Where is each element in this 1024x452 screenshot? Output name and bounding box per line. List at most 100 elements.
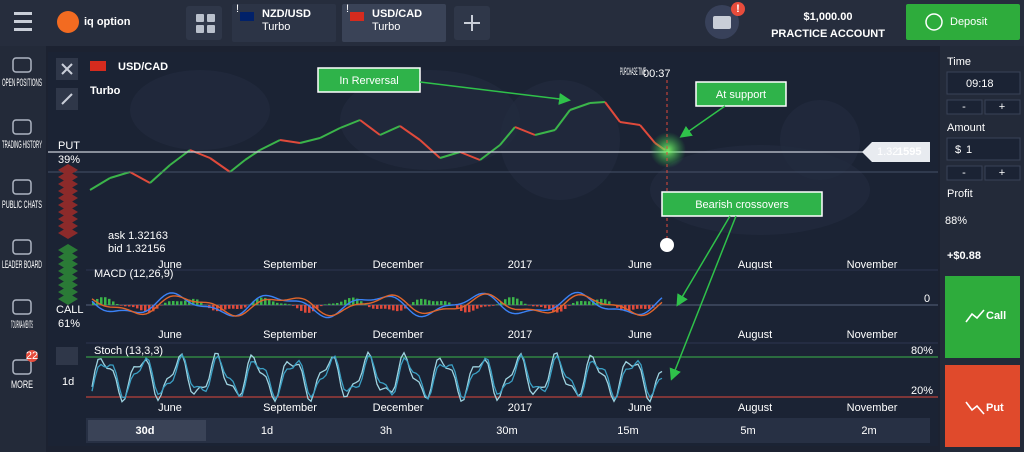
call-label[interactable]: Call	[986, 310, 1006, 322]
balance[interactable]: $1,000.00	[804, 11, 853, 23]
macd-histogram	[232, 305, 235, 309]
menu-icon[interactable]	[14, 28, 32, 31]
minus-button[interactable]	[946, 99, 983, 115]
macd-histogram	[252, 301, 255, 305]
timeframe[interactable]: 15m	[617, 425, 638, 437]
timeframe[interactable]: 1d	[261, 425, 273, 437]
menu-icon[interactable]	[14, 12, 32, 15]
minus-button[interactable]	[946, 165, 983, 181]
macd-histogram	[228, 305, 231, 309]
more-badge-count: 22	[26, 350, 38, 362]
sidebar-item[interactable]: TRADING HISTORY	[2, 139, 42, 151]
side-period[interactable]: 1d	[62, 376, 74, 388]
sidebar-icon[interactable]	[12, 239, 32, 255]
sidebar-icon[interactable]	[12, 299, 32, 315]
price-segment	[229, 159, 246, 173]
x-axis-label: November	[847, 402, 898, 414]
put-label[interactable]: Put	[986, 402, 1004, 414]
macd-histogram	[448, 302, 451, 305]
macd-histogram	[444, 301, 447, 305]
menu-icon[interactable]	[14, 20, 32, 23]
x-axis-label: August	[738, 259, 772, 271]
x-axis-label: August	[738, 402, 772, 414]
asset-tab[interactable]	[232, 4, 336, 42]
tab-kind: Turbo	[372, 21, 400, 33]
macd-histogram	[276, 302, 279, 305]
timeframe[interactable]: 3h	[380, 425, 392, 437]
map-shape	[500, 80, 620, 200]
plus-button[interactable]	[984, 165, 1021, 181]
annotation-arrow	[419, 81, 571, 105]
call-button[interactable]	[945, 276, 1020, 358]
macd-histogram	[240, 305, 243, 309]
macd-histogram	[104, 297, 107, 305]
macd-histogram	[600, 298, 603, 305]
sidebar-icon[interactable]	[12, 359, 32, 375]
macd-histogram	[608, 301, 611, 305]
sidebar-icon[interactable]	[12, 179, 32, 195]
macd-histogram	[428, 300, 431, 305]
sidebar-item[interactable]: TOURNA-MENTS	[11, 319, 33, 331]
plus-button[interactable]	[984, 99, 1021, 115]
price-segment	[589, 101, 606, 104]
sidebar-item[interactable]: LEADER BOARD	[2, 259, 42, 271]
macd-histogram	[424, 299, 427, 305]
macd-histogram	[432, 301, 435, 305]
deposit-label[interactable]: Deposit	[950, 16, 987, 28]
signal-line	[91, 293, 663, 317]
macd-histogram	[628, 305, 631, 311]
sidebar-icon[interactable]	[12, 57, 32, 73]
macd-histogram	[396, 305, 399, 312]
timeframe[interactable]: 30d	[136, 425, 155, 437]
annotation-box	[661, 191, 823, 217]
sidebar-item[interactable]: PUBLIC CHATS	[2, 199, 42, 211]
price-segment	[534, 129, 556, 136]
sidebar-icon[interactable]	[12, 119, 32, 135]
chart-pair[interactable]: USD/CAD	[118, 61, 168, 73]
macd-histogram	[300, 305, 303, 311]
macd-histogram	[568, 305, 571, 306]
pane-tool[interactable]	[56, 347, 78, 365]
sidebar	[0, 46, 46, 452]
sidebar-item[interactable]: MORE	[11, 379, 33, 391]
macd-histogram	[508, 297, 511, 305]
macd-histogram	[544, 305, 547, 309]
timeframe[interactable]: 2m	[861, 425, 876, 437]
macd-histogram	[356, 298, 359, 305]
tab-close: !	[236, 3, 239, 15]
amount-field[interactable]	[946, 137, 1021, 161]
deposit-icon	[925, 13, 943, 31]
macd-histogram	[500, 301, 503, 305]
bid: bid 1.32156	[108, 243, 166, 255]
macd-histogram	[124, 305, 127, 307]
map-shape	[130, 70, 270, 150]
grid-button[interactable]	[186, 6, 222, 40]
macd-histogram	[288, 304, 291, 305]
tab-pair[interactable]: USD/CAD	[372, 8, 422, 20]
timeframe[interactable]: 5m	[740, 425, 755, 437]
chart-kind[interactable]: Turbo	[90, 85, 121, 97]
sidebar-item[interactable]: OPEN POSITIONS	[2, 77, 42, 89]
put-chevron	[58, 227, 78, 239]
stoch-high-label: 80%	[911, 345, 933, 357]
macd-histogram	[292, 305, 295, 306]
timeframe[interactable]: 30m	[496, 425, 517, 437]
call-chevron	[58, 258, 78, 270]
macd-histogram	[476, 305, 479, 309]
deposit-button[interactable]	[906, 4, 1020, 40]
grid-icon	[207, 14, 215, 22]
camera-icon	[713, 16, 731, 29]
time-field[interactable]	[946, 71, 1021, 95]
macd-histogram	[416, 299, 419, 305]
macd-histogram	[604, 299, 607, 305]
price-segment	[499, 126, 516, 146]
macd-histogram	[560, 305, 563, 312]
macd-histogram	[372, 305, 375, 309]
put-chevron	[58, 178, 78, 190]
put-button[interactable]	[945, 365, 1020, 447]
stoch-k	[91, 350, 663, 403]
asset-tab[interactable]	[342, 4, 446, 42]
time-value: 09:18	[966, 78, 994, 90]
tab-pair[interactable]: NZD/USD	[262, 8, 311, 20]
macd-histogram	[512, 297, 515, 305]
